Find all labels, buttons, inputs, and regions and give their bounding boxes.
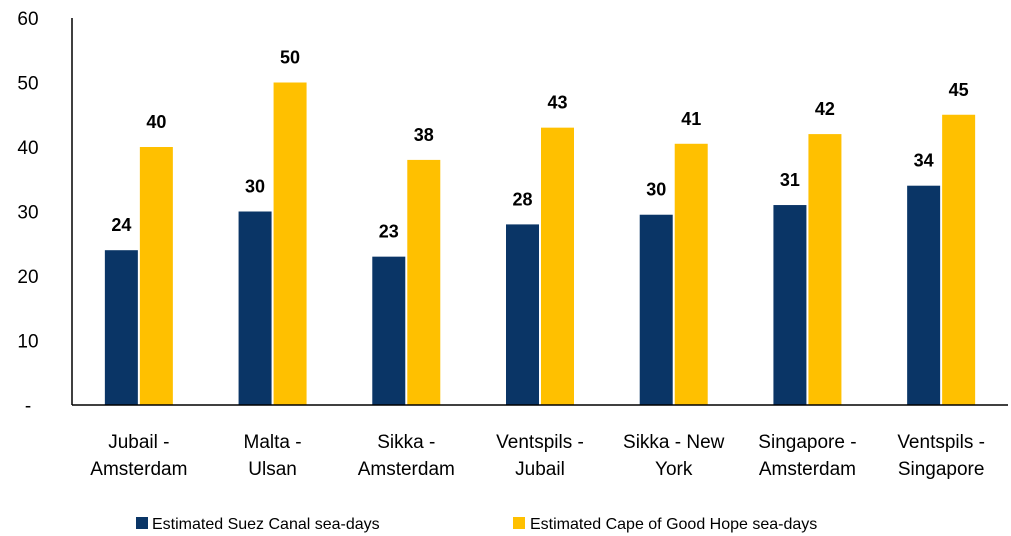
data-label: 24 [111,215,131,235]
suez-bar [372,256,406,405]
legend-label: Estimated Cape of Good Hope sea-days [530,516,817,533]
legend-label: Estimated Suez Canal sea-days [152,516,380,533]
x-axis-category-labels: Jubail - Amsterdam Malta - Ulsan Sikka - Amst… [90,432,985,480]
category-label: York [655,459,693,480]
y-tick-label: 60 [17,9,38,30]
data-labels: 24 40 30 50 23 38 28 43 30 41 31 42 34 45 [111,48,968,242]
cape-bar [407,159,441,405]
data-label: 38 [414,125,434,145]
data-label: 28 [512,189,532,209]
y-axis-ticks: - 10 20 30 40 50 60 [17,9,38,417]
category-label: Ventspils - [496,432,584,453]
y-tick-label: 40 [17,138,38,159]
category-label: Malta - [244,432,302,453]
cape-bar [139,147,173,405]
legend-swatch [136,517,148,529]
category-label: Amsterdam [759,459,856,480]
data-label: 45 [949,80,969,100]
category-label: Sikka - [377,432,435,453]
cape-bar [541,127,574,406]
cape-bar [273,82,307,405]
data-label: 41 [681,109,701,129]
category-label: Singapore [898,459,985,480]
category-label: Singapore - [758,432,856,453]
suez-bar [773,205,807,405]
category-label: Sikka - New [623,432,725,453]
y-tick-label: 30 [17,203,38,224]
legend-swatch [513,517,525,529]
cape-bar [808,134,842,405]
data-label: 42 [815,99,835,119]
data-label: 23 [379,222,399,242]
bars [104,82,976,406]
data-label: 43 [547,93,567,113]
category-label: Amsterdam [358,459,455,480]
cape-bar [942,114,976,405]
y-tick-label: - [25,396,31,417]
suez-bar [506,224,539,405]
data-label: 30 [245,177,265,197]
suez-bar [907,185,941,405]
data-label: 30 [646,180,666,200]
data-label: 31 [780,170,800,190]
y-tick-label: 20 [17,267,38,288]
suez-bar [238,211,272,405]
category-label: Ulsan [248,459,297,480]
data-label: 50 [280,48,300,68]
category-label: Jubail [515,459,565,480]
category-label: Jubail - [108,432,169,453]
legend: Estimated Suez Canal sea-days Estimated C… [136,516,817,533]
y-tick-label: 50 [17,74,38,95]
data-label: 40 [146,112,166,132]
suez-bar [104,250,138,405]
suez-bar [639,214,673,405]
category-label: Amsterdam [90,459,187,480]
category-label: Ventspils - [897,432,985,453]
y-tick-label: 10 [17,332,38,353]
data-label: 34 [914,151,934,171]
axes [71,18,1008,406]
cape-bar [674,143,708,405]
